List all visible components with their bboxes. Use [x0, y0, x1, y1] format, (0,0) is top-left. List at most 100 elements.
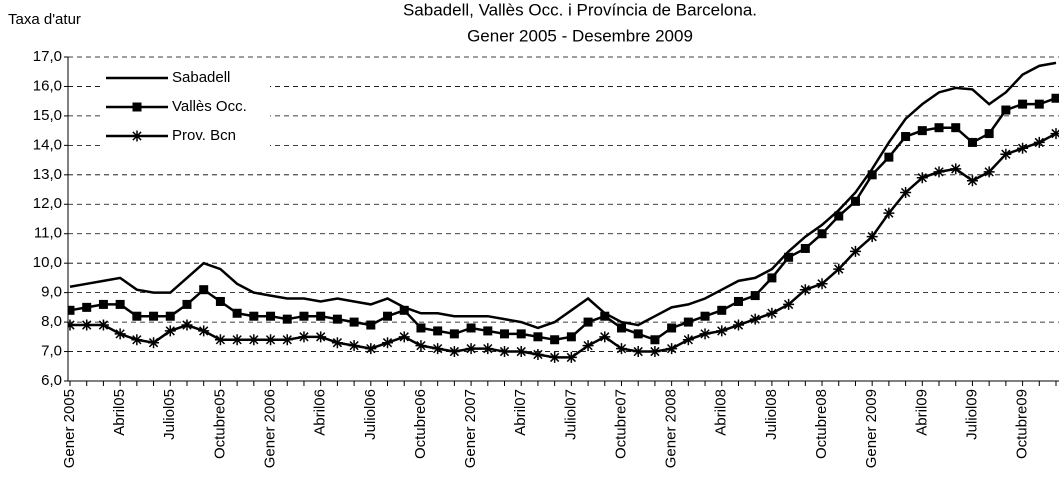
marker: [683, 317, 693, 327]
marker: [900, 186, 912, 198]
marker: [716, 325, 728, 337]
legend-label: Sabadell: [172, 69, 230, 86]
marker: [550, 335, 560, 345]
marker: [199, 285, 209, 295]
marker: [600, 311, 610, 321]
marker: [667, 323, 677, 333]
x-tick-label: Juliol05: [161, 389, 178, 440]
marker: [566, 332, 576, 342]
marker: [750, 291, 760, 301]
marker: [884, 152, 894, 162]
marker: [717, 305, 727, 315]
marker: [1000, 148, 1012, 160]
marker: [500, 329, 510, 339]
marker: [332, 314, 342, 324]
x-tick-label: Juliol09: [963, 389, 980, 440]
x-tick-label: Abril05: [111, 389, 128, 436]
series-line: [70, 132, 1057, 359]
x-tick-label: Octubre06: [412, 389, 429, 459]
y-tick-label: 14,0: [33, 136, 62, 153]
y-tick-label: 16,0: [33, 77, 62, 94]
marker: [1050, 128, 1059, 140]
chart-subtitle: Gener 2005 - Desembre 2009: [467, 26, 693, 45]
marker: [834, 211, 844, 221]
marker: [499, 346, 511, 358]
x-tick-label: Gener 2005: [61, 389, 78, 468]
marker: [415, 340, 427, 352]
marker: [633, 329, 643, 339]
marker: [81, 319, 93, 331]
marker: [281, 334, 293, 346]
marker: [148, 337, 160, 349]
marker: [1017, 142, 1029, 154]
x-tick-label: Abril07: [512, 389, 529, 436]
marker: [616, 323, 626, 333]
marker: [1051, 93, 1059, 103]
marker: [1033, 136, 1045, 148]
marker: [767, 273, 777, 283]
marker: [165, 311, 175, 321]
marker: [866, 231, 878, 243]
marker: [331, 337, 343, 349]
marker: [482, 343, 494, 355]
x-tick-label: Octubre05: [211, 389, 228, 459]
legend-label: Prov. Bcn: [172, 127, 236, 144]
marker: [365, 343, 377, 355]
marker: [799, 284, 811, 296]
marker: [532, 348, 544, 360]
marker: [1034, 99, 1044, 109]
y-tick-label: 17,0: [33, 48, 62, 65]
marker: [515, 346, 527, 358]
marker: [132, 311, 142, 321]
marker: [766, 307, 778, 319]
marker: [1001, 105, 1011, 115]
marker: [198, 325, 210, 337]
marker: [248, 334, 260, 346]
marker: [549, 351, 561, 363]
x-tick-label: Abril08: [713, 389, 730, 436]
marker: [448, 346, 460, 358]
marker: [632, 346, 644, 358]
marker: [466, 323, 476, 333]
marker: [966, 175, 978, 187]
marker: [382, 337, 394, 349]
y-tick-label: 13,0: [33, 166, 62, 183]
y-tick-label: 11,0: [34, 225, 62, 242]
marker: [182, 299, 192, 309]
marker: [98, 299, 108, 309]
marker: [749, 313, 761, 325]
y-tick-label: 9,0: [41, 284, 62, 301]
x-tick-label: Abril06: [312, 389, 329, 436]
x-tick-label: Gener 2007: [462, 389, 479, 468]
marker: [483, 326, 493, 336]
marker: [984, 129, 994, 139]
x-tick-label: Abril09: [913, 389, 930, 436]
x-tick-label: Gener 2008: [663, 389, 680, 468]
marker: [533, 332, 543, 342]
x-tick-label: Octubre07: [612, 389, 629, 459]
marker: [181, 319, 193, 331]
marker: [366, 320, 376, 330]
x-tick-label: Juliol06: [362, 389, 379, 440]
marker: [800, 243, 810, 253]
marker: [82, 302, 92, 312]
marker: [114, 328, 126, 340]
marker: [933, 166, 945, 178]
x-tick-label: Gener 2006: [262, 389, 279, 468]
marker: [316, 311, 326, 321]
marker: [298, 331, 310, 343]
marker: [131, 130, 143, 142]
marker: [214, 334, 226, 346]
marker: [315, 331, 327, 343]
series-line: [69, 61, 1057, 330]
x-tick-label: Juliol07: [562, 389, 579, 440]
marker: [231, 334, 243, 346]
marker: [416, 323, 426, 333]
marker: [398, 331, 410, 343]
marker: [951, 123, 961, 133]
marker: [615, 343, 627, 355]
x-tick-label: Gener 2009: [863, 389, 880, 468]
marker: [399, 305, 409, 315]
marker: [699, 328, 711, 340]
marker: [967, 137, 977, 147]
